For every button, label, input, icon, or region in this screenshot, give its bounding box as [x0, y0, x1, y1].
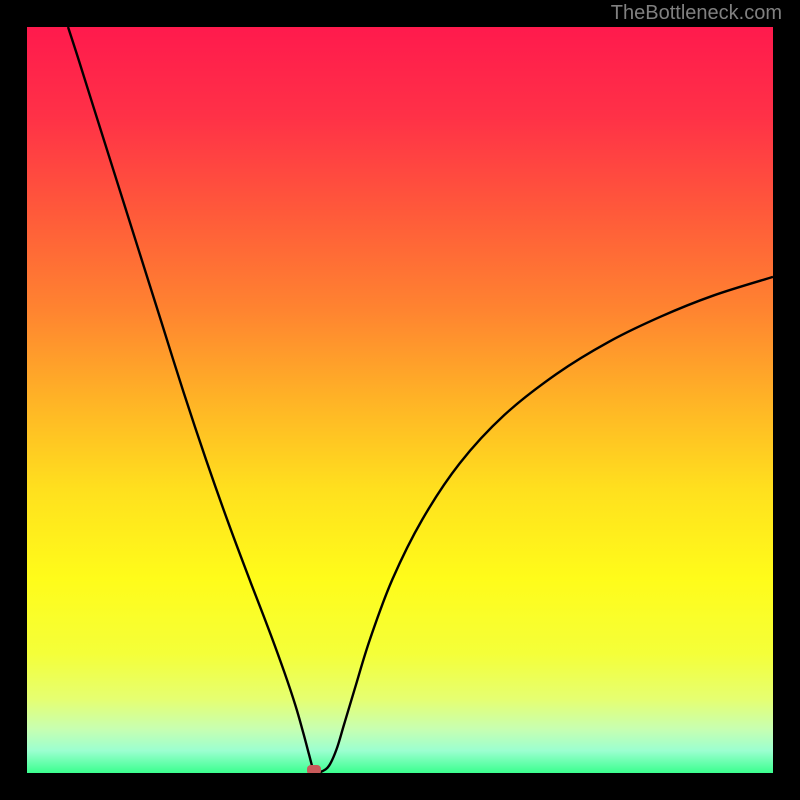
watermark-text: TheBottleneck.com [611, 2, 782, 25]
chart-plot-area [27, 27, 773, 773]
chart-minimum-marker [307, 765, 321, 773]
chart-curve [27, 27, 773, 773]
